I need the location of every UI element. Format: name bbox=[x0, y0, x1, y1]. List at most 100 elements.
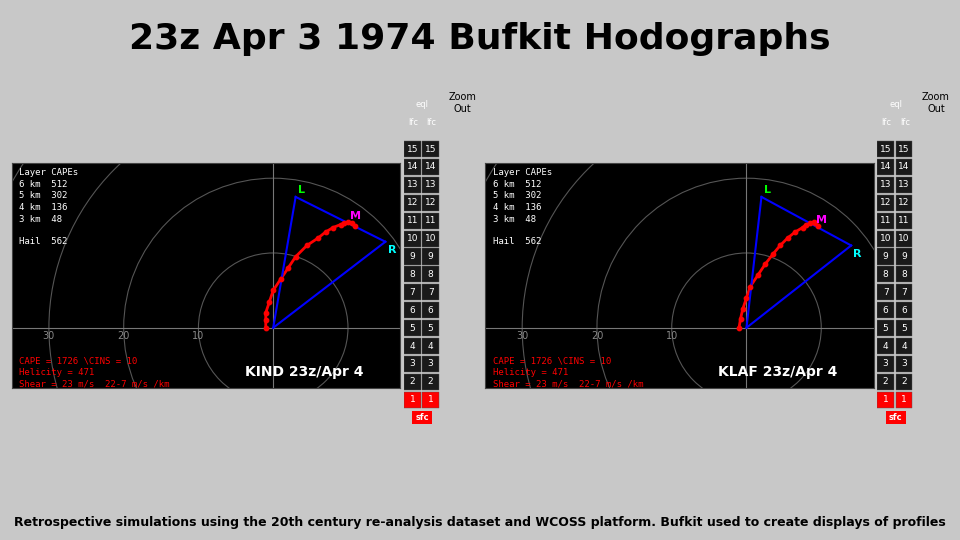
Text: eql: eql bbox=[889, 100, 902, 109]
Text: 2: 2 bbox=[428, 377, 433, 386]
Point bbox=[807, 219, 823, 227]
Text: 10: 10 bbox=[407, 234, 419, 243]
Text: 13: 13 bbox=[899, 180, 910, 190]
Point bbox=[742, 282, 757, 291]
Text: CAPE = 1726 \CINS = 10
Helicity = 471
Shear = 23 m/s  22-7 m/s /km: CAPE = 1726 \CINS = 10 Helicity = 471 Sh… bbox=[19, 356, 170, 389]
Bar bbox=[422, 374, 439, 390]
Bar bbox=[896, 356, 912, 372]
Point bbox=[765, 250, 780, 259]
Bar bbox=[422, 266, 439, 282]
Point bbox=[799, 220, 814, 229]
Point bbox=[325, 223, 341, 232]
Bar bbox=[877, 374, 894, 390]
Bar bbox=[404, 159, 420, 175]
Bar bbox=[413, 411, 432, 424]
Text: KIND 23z/Apr 4: KIND 23z/Apr 4 bbox=[245, 365, 363, 379]
Point bbox=[340, 218, 355, 227]
Text: 4: 4 bbox=[901, 341, 906, 350]
Bar bbox=[422, 320, 439, 336]
Bar bbox=[404, 392, 420, 408]
Point bbox=[288, 252, 303, 261]
Point bbox=[258, 316, 274, 325]
Point bbox=[258, 308, 274, 317]
Point bbox=[795, 223, 810, 232]
Text: Layer CAPEs
6 km  512
5 km  302
4 km  136
3 km  48: Layer CAPEs 6 km 512 5 km 302 4 km 136 3… bbox=[492, 168, 552, 224]
Text: 12: 12 bbox=[899, 198, 909, 207]
Text: 8: 8 bbox=[883, 270, 889, 279]
Text: 9: 9 bbox=[901, 252, 907, 261]
Bar bbox=[404, 177, 420, 193]
Text: 9: 9 bbox=[883, 252, 889, 261]
Point bbox=[757, 260, 773, 268]
Bar bbox=[896, 213, 912, 229]
Text: 15: 15 bbox=[425, 145, 437, 153]
Bar bbox=[896, 141, 912, 157]
Bar bbox=[404, 248, 420, 265]
Bar bbox=[422, 248, 439, 265]
Bar bbox=[404, 356, 420, 372]
Bar bbox=[404, 213, 420, 229]
Bar bbox=[896, 195, 912, 211]
Text: 7: 7 bbox=[428, 288, 434, 297]
Text: 11: 11 bbox=[899, 216, 910, 225]
Text: Zoom: Zoom bbox=[922, 92, 950, 102]
Text: CAPE = 1726 \CINS = 10
Helicity = 471
Shear = 23 m/s  22-7 m/s /km: CAPE = 1726 \CINS = 10 Helicity = 471 Sh… bbox=[492, 356, 643, 389]
Bar bbox=[877, 213, 894, 229]
Text: 10: 10 bbox=[899, 234, 910, 243]
Bar bbox=[404, 141, 420, 157]
Bar bbox=[422, 213, 439, 229]
Text: 11: 11 bbox=[425, 216, 437, 225]
Text: 10: 10 bbox=[880, 234, 892, 243]
Bar bbox=[877, 141, 894, 157]
Text: 2: 2 bbox=[883, 377, 888, 386]
Bar bbox=[896, 284, 912, 300]
Text: 2: 2 bbox=[901, 377, 906, 386]
Text: lfc: lfc bbox=[408, 118, 419, 127]
Bar bbox=[896, 231, 912, 247]
Point bbox=[318, 228, 333, 237]
Text: 8: 8 bbox=[428, 270, 434, 279]
Bar bbox=[877, 195, 894, 211]
Text: 5: 5 bbox=[901, 323, 907, 333]
Text: 7: 7 bbox=[901, 288, 907, 297]
Text: 4: 4 bbox=[883, 341, 888, 350]
Text: 14: 14 bbox=[899, 163, 909, 172]
Bar bbox=[422, 177, 439, 193]
Bar bbox=[422, 356, 439, 372]
Point bbox=[300, 241, 315, 250]
Point bbox=[333, 220, 348, 229]
Bar bbox=[422, 141, 439, 157]
Bar bbox=[404, 338, 420, 354]
Text: sfc: sfc bbox=[416, 413, 429, 422]
Text: 8: 8 bbox=[901, 270, 907, 279]
Text: 6: 6 bbox=[901, 306, 907, 315]
Text: KLAF 23z/Apr 4: KLAF 23z/Apr 4 bbox=[718, 365, 837, 379]
Bar bbox=[422, 195, 439, 211]
Point bbox=[750, 271, 765, 280]
Point bbox=[806, 218, 822, 227]
Bar bbox=[877, 177, 894, 193]
Text: Layer CAPEs
6 km  512
5 km  302
4 km  136
3 km  48: Layer CAPEs 6 km 512 5 km 302 4 km 136 3… bbox=[19, 168, 79, 224]
Bar bbox=[877, 231, 894, 247]
Bar bbox=[896, 266, 912, 282]
Text: 14: 14 bbox=[425, 163, 436, 172]
Point bbox=[732, 323, 747, 332]
Text: 6: 6 bbox=[428, 306, 434, 315]
Bar bbox=[404, 374, 420, 390]
Text: Out: Out bbox=[454, 104, 471, 114]
Text: 10: 10 bbox=[425, 234, 437, 243]
Text: lfc: lfc bbox=[900, 118, 910, 127]
Text: Retrospective simulations using the 20th century re-analysis dataset and WCOSS p: Retrospective simulations using the 20th… bbox=[14, 516, 946, 529]
Point bbox=[787, 228, 803, 237]
Bar bbox=[422, 159, 439, 175]
Text: 5: 5 bbox=[883, 323, 889, 333]
Point bbox=[780, 234, 795, 242]
Text: eql: eql bbox=[416, 100, 429, 109]
Text: 30: 30 bbox=[43, 332, 55, 341]
Point bbox=[262, 297, 277, 306]
Bar bbox=[404, 284, 420, 300]
Text: 15: 15 bbox=[899, 145, 910, 153]
Text: 11: 11 bbox=[880, 216, 892, 225]
Bar bbox=[877, 302, 894, 318]
Text: 1: 1 bbox=[428, 395, 434, 404]
